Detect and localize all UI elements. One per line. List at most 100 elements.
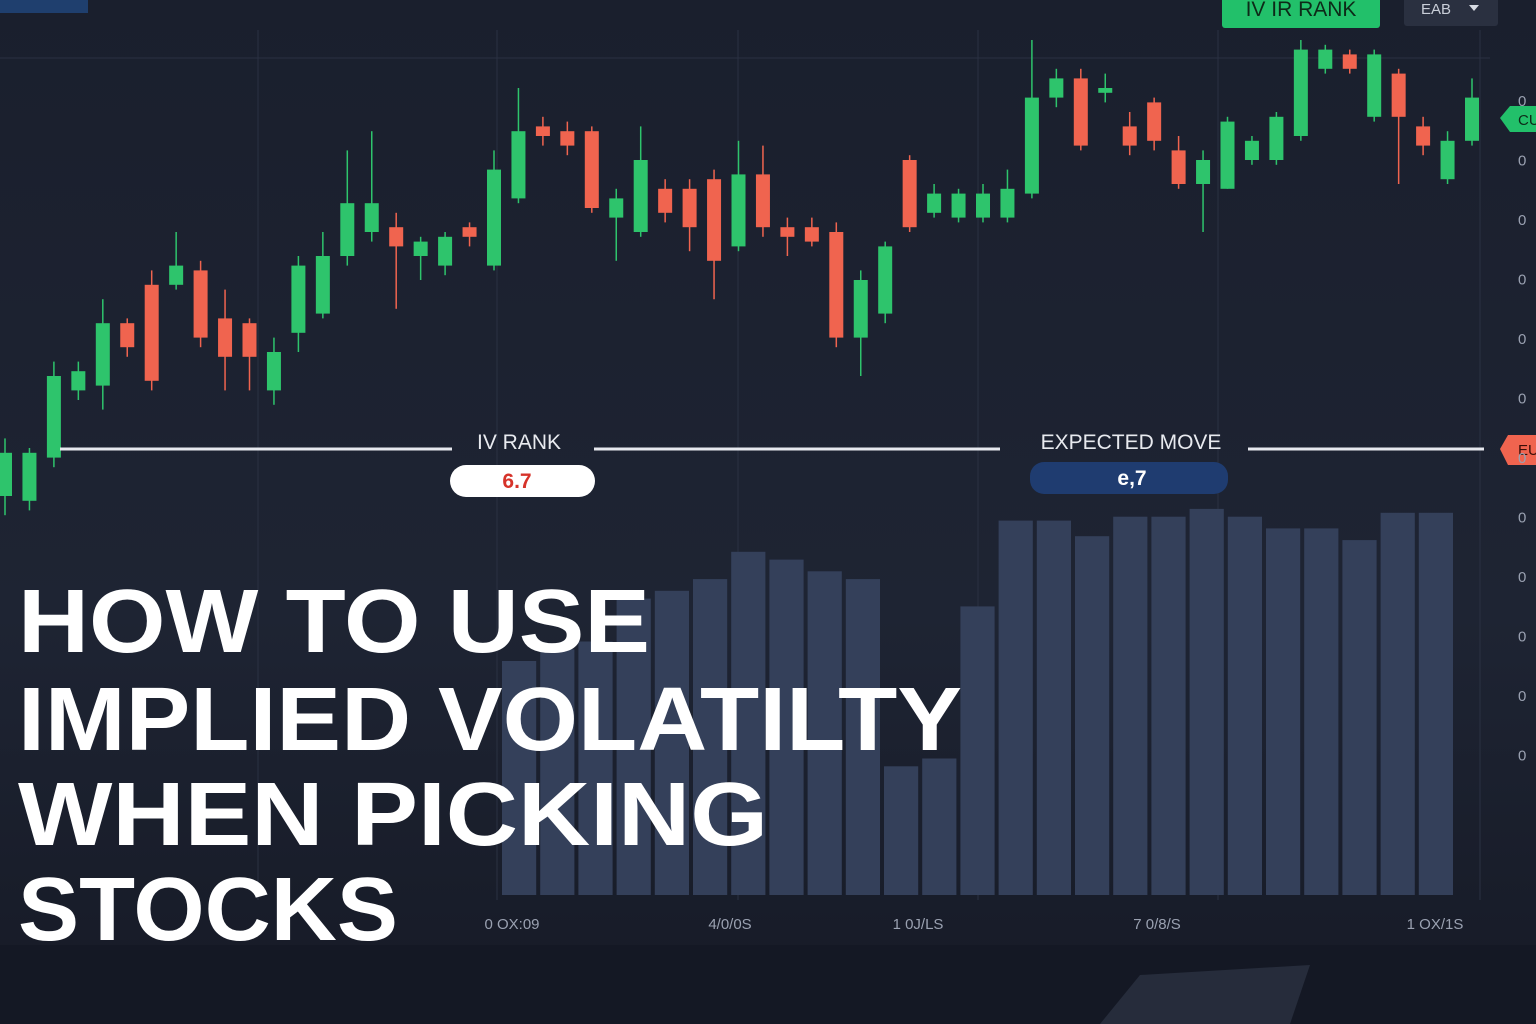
candle-body	[1342, 54, 1357, 69]
volume-bar	[998, 520, 1033, 895]
x-axis-label: 7 0/8/S	[1133, 916, 1181, 933]
y-axis-label: 0	[1518, 450, 1526, 467]
headline: HOW TO USE IMPLIED VOLATILTY WHEN PICKIN…	[18, 572, 962, 960]
candle-body	[1391, 73, 1406, 117]
price-tag-label: CU	[1518, 112, 1536, 129]
y-axis-label: 0	[1518, 272, 1526, 289]
candle-body	[413, 241, 428, 256]
candle-body	[609, 198, 624, 218]
headline-line: HOW TO USE	[18, 572, 650, 672]
candle-body	[1073, 78, 1088, 146]
candle-body	[707, 179, 722, 261]
candle-body	[71, 371, 86, 391]
indicator-label: IV RANK	[477, 431, 561, 454]
candle-body	[266, 352, 281, 391]
y-axis-label: 0	[1518, 153, 1526, 170]
candle-body	[853, 280, 868, 338]
volume-bar	[1189, 508, 1224, 895]
candle-body	[22, 452, 37, 501]
candle-body	[462, 227, 477, 237]
candle-body	[487, 169, 501, 266]
volume-bar	[1113, 516, 1148, 895]
x-axis-label: 1 OX/1S	[1407, 916, 1464, 933]
candle-body	[1416, 126, 1431, 146]
y-axis-label: 0	[1518, 629, 1526, 646]
candle-body	[633, 160, 648, 232]
volume-bar	[1304, 528, 1339, 895]
candle-body	[315, 256, 330, 314]
iv-rank-button[interactable]	[1222, 0, 1380, 28]
candle-body	[120, 323, 135, 348]
candle-body	[291, 265, 306, 333]
volume-bar	[884, 766, 919, 895]
dropdown-label: EAB	[1421, 1, 1451, 18]
candle-body	[1269, 116, 1284, 160]
candle-body	[804, 227, 819, 242]
candle-body	[364, 203, 379, 232]
volume-bar	[1418, 512, 1453, 895]
candle-body	[560, 131, 575, 146]
y-axis-label: 0	[1518, 510, 1526, 527]
candle-body	[682, 188, 697, 228]
candle-body	[340, 203, 355, 256]
indicator-pill	[1030, 462, 1228, 494]
volume-bar	[960, 606, 995, 895]
x-axis-label: 0 OX:09	[484, 916, 539, 933]
candle-body	[1171, 150, 1186, 184]
candle-body	[731, 174, 746, 247]
y-axis-label: 0	[1518, 688, 1526, 705]
indicator-value: 6.7	[502, 470, 531, 493]
candle-body	[927, 193, 942, 213]
candle-body	[1196, 160, 1211, 184]
candle-body	[193, 270, 208, 338]
y-axis-label: 0	[1518, 212, 1526, 229]
candle-body	[1440, 140, 1455, 180]
candle-body	[755, 174, 770, 228]
candle-body	[1000, 188, 1015, 218]
candle-body	[1244, 140, 1259, 160]
candle-body	[584, 131, 599, 208]
indicator-value: e,7	[1117, 467, 1146, 490]
x-axis-label: 1 0J/LS	[893, 916, 944, 933]
candle-body	[169, 265, 184, 285]
candle-body	[1293, 49, 1308, 136]
price-tag	[1500, 435, 1536, 465]
candle-body	[389, 227, 404, 247]
candle-body	[1147, 102, 1162, 141]
volume-bar	[845, 579, 880, 895]
candle-body	[1367, 54, 1382, 117]
button-label: IV IR RANK	[1246, 0, 1357, 21]
volume-bar	[1342, 540, 1377, 895]
y-axis-label: 0	[1518, 391, 1526, 408]
volume-bar	[540, 649, 575, 895]
volume-bar	[1266, 528, 1301, 895]
candle-body	[1318, 49, 1333, 69]
x-axis-label: 4/0/0S	[708, 916, 751, 933]
candle-body	[438, 236, 453, 266]
headline-line: IMPLIED VOLATILTY	[18, 670, 962, 770]
y-axis-label: 0	[1518, 748, 1526, 765]
candle-body	[1220, 121, 1235, 189]
volume-bar	[654, 590, 689, 895]
volume-bars	[502, 508, 1453, 895]
candle-body	[780, 227, 795, 237]
y-axis-label: 0	[1518, 93, 1526, 110]
volume-bar	[1151, 516, 1186, 895]
volume-bar	[616, 598, 651, 895]
candle-body	[1465, 97, 1479, 141]
candle-body	[535, 126, 550, 136]
headline-line: STOCKS	[18, 860, 398, 960]
candle-body	[878, 246, 893, 314]
dropdown-arrow	[1469, 5, 1479, 11]
candle-body	[951, 193, 966, 218]
candle-body	[1122, 126, 1137, 146]
price-tag	[1500, 106, 1536, 132]
candle-body	[658, 188, 673, 213]
candle-body	[829, 232, 844, 338]
candle-body	[242, 323, 257, 357]
volume-bar	[578, 641, 613, 895]
indicator-label: EXPECTED MOVE	[1041, 431, 1222, 454]
candle-body	[1024, 97, 1039, 194]
candle-body	[144, 284, 159, 381]
